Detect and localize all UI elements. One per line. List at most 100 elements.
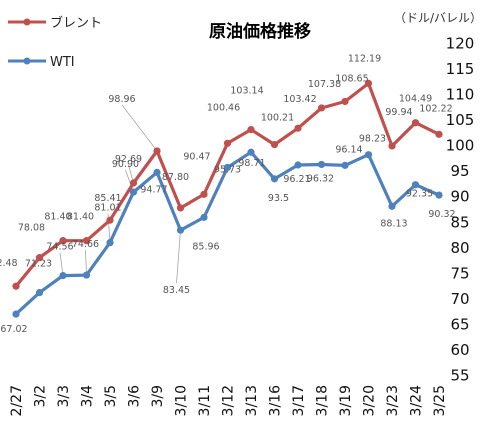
x-tick-label: 3/6 — [127, 385, 143, 408]
data-point-brent — [129, 179, 138, 187]
y-tick-label: 65 — [450, 315, 469, 333]
data-point-wti — [364, 151, 373, 159]
x-tick-label: 3/24 — [409, 385, 425, 417]
data-label-wti: 94.77 — [140, 184, 167, 195]
data-label-wti: 88.13 — [380, 218, 407, 229]
data-label-brent: 102.22 — [419, 103, 452, 114]
y-tick-label: 115 — [446, 60, 475, 78]
data-label-wti: 92.35 — [406, 189, 433, 200]
data-label-wti: 83.45 — [163, 285, 190, 296]
data-point-wti — [106, 239, 114, 247]
x-tick-label: 3/18 — [315, 385, 331, 416]
x-tick-label: 3/23 — [385, 385, 401, 416]
data-point-brent — [12, 282, 20, 290]
data-point-brent — [223, 139, 232, 147]
y-tick-label: 120 — [446, 35, 475, 53]
y-axis: 55 60 65 70 75 80 85 90 95 100 105 110 115 120 — [446, 35, 475, 385]
data-label-brent: 103.14 — [230, 86, 263, 97]
y-tick-label: 55 — [450, 367, 469, 385]
legend-label-wti: WTI — [50, 55, 75, 70]
data-point-wti — [35, 289, 44, 297]
data-label-wti: 74.66 — [72, 239, 99, 250]
data-label-wti: 98.71 — [238, 158, 265, 169]
data-point-wti — [223, 163, 232, 172]
data-label-brent: 81.40 — [44, 212, 71, 223]
data-label-wti: 71.23 — [25, 259, 52, 270]
x-tick-label: 3/10 — [174, 385, 190, 416]
data-label-brent: 87.80 — [162, 172, 189, 183]
data-point-brent — [59, 237, 67, 245]
data-point-brent — [411, 119, 420, 127]
x-tick-label: 3/16 — [268, 385, 284, 417]
data-point-brent — [270, 140, 279, 149]
data-label-brent: 85.41 — [94, 193, 121, 204]
data-point-brent — [106, 216, 114, 224]
y-tick-label: 110 — [446, 86, 475, 104]
y-tick-label: 70 — [450, 290, 469, 308]
data-label-leader-line — [121, 104, 158, 152]
data-point-brent — [341, 97, 349, 106]
data-label-leader-lines — [59, 104, 181, 284]
data-point-wti — [176, 226, 185, 234]
y-tick-label: 80 — [450, 239, 469, 257]
data-label-leader-line — [125, 170, 134, 193]
data-label-brent: 108.65 — [335, 73, 368, 84]
x-tick-label: 3/5 — [103, 385, 119, 408]
data-point-brent — [247, 126, 255, 134]
x-tick-label: 3/12 — [221, 385, 237, 416]
data-point-wti — [270, 175, 279, 183]
y-tick-label: 100 — [446, 137, 475, 155]
x-tick-label: 3/20 — [362, 385, 378, 416]
data-point-wti — [317, 160, 326, 169]
data-point-wti — [153, 168, 161, 176]
data-label-wti: 85.96 — [192, 241, 219, 252]
data-label-wti: 98.23 — [359, 134, 386, 145]
x-tick-label: 3/25 — [432, 385, 448, 416]
data-label-leader-line — [59, 252, 64, 276]
y-tick-label: 105 — [446, 111, 475, 129]
data-point-brent — [176, 204, 185, 212]
data-point-wti — [411, 181, 420, 189]
legend-marker-brent — [23, 18, 31, 26]
data-point-brent — [388, 142, 396, 150]
x-tick-label: 3/19 — [338, 385, 354, 416]
data-label-wti: 95.73 — [214, 164, 241, 175]
data-label-brent: 100.21 — [261, 113, 294, 124]
x-tick-label: 3/3 — [56, 385, 72, 408]
y-axis-unit-label: （ドル/バレル） — [394, 11, 482, 25]
data-label-wti: 74.56 — [46, 242, 73, 253]
x-tick-label: 3/4 — [80, 385, 96, 408]
legend-label-brent: ブレント — [50, 15, 102, 31]
x-axis: 2/27 3/2 3/3 3/4 3/5 3/6 3/9 3/10 3/11 3/12 3/13 3/… — [9, 385, 448, 417]
x-tick-label: 3/13 — [244, 385, 260, 416]
data-label-brent: 99.94 — [385, 107, 412, 118]
y-tick-label: 85 — [450, 213, 469, 231]
x-tick-label: 2/27 — [9, 385, 25, 416]
data-point-brent — [153, 147, 161, 155]
series-line-wti — [14, 150, 441, 316]
data-point-brent — [435, 130, 443, 138]
data-label-wti: 96.21 — [283, 174, 310, 185]
legend-item-wti: WTI — [8, 55, 75, 70]
legend-marker-wti — [23, 57, 31, 65]
data-label-brent: 81.40 — [67, 212, 94, 223]
legend-item-brent: ブレント — [8, 15, 102, 31]
data-label-brent: 112.19 — [348, 53, 381, 64]
data-label-brent: 103.42 — [283, 94, 316, 105]
data-label-wti: 90.32 — [428, 209, 455, 220]
data-point-wti — [388, 202, 396, 210]
data-point-wti — [200, 213, 208, 221]
x-tick-label: 3/11 — [197, 385, 213, 416]
data-point-wti — [341, 161, 349, 169]
data-point-wti — [247, 148, 255, 156]
data-label-brent: 92.69 — [115, 154, 142, 165]
data-label-leader-line — [85, 250, 87, 276]
data-label-wti: 96.32 — [307, 173, 334, 184]
data-label-brent: 104.49 — [399, 94, 432, 105]
series-line-brent — [14, 81, 441, 288]
series-layer — [12, 79, 443, 318]
data-point-brent — [317, 104, 326, 112]
data-point-wti — [12, 310, 20, 318]
